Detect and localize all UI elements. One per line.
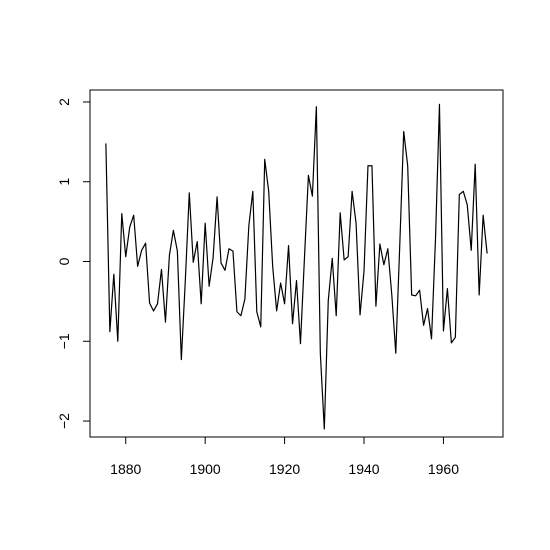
x-tick-label: 1900 (190, 461, 221, 477)
x-axis: 1880 1900 1920 1940 1960 (110, 436, 459, 477)
y-tick-label: −1 (56, 333, 72, 349)
y-tick-label: −2 (56, 413, 72, 429)
x-tick-label: 1940 (348, 461, 379, 477)
series-line (105, 103, 488, 430)
y-tick-label: 0 (56, 257, 72, 265)
x-tick-label: 1880 (110, 461, 141, 477)
x-tick-label: 1960 (428, 461, 459, 477)
y-tick-label: 1 (56, 178, 72, 186)
x-tick-label: 1920 (269, 461, 300, 477)
y-axis: −2 −1 0 1 2 (56, 98, 91, 429)
y-tick-label: 2 (56, 98, 72, 106)
plot-frame (89, 89, 504, 438)
